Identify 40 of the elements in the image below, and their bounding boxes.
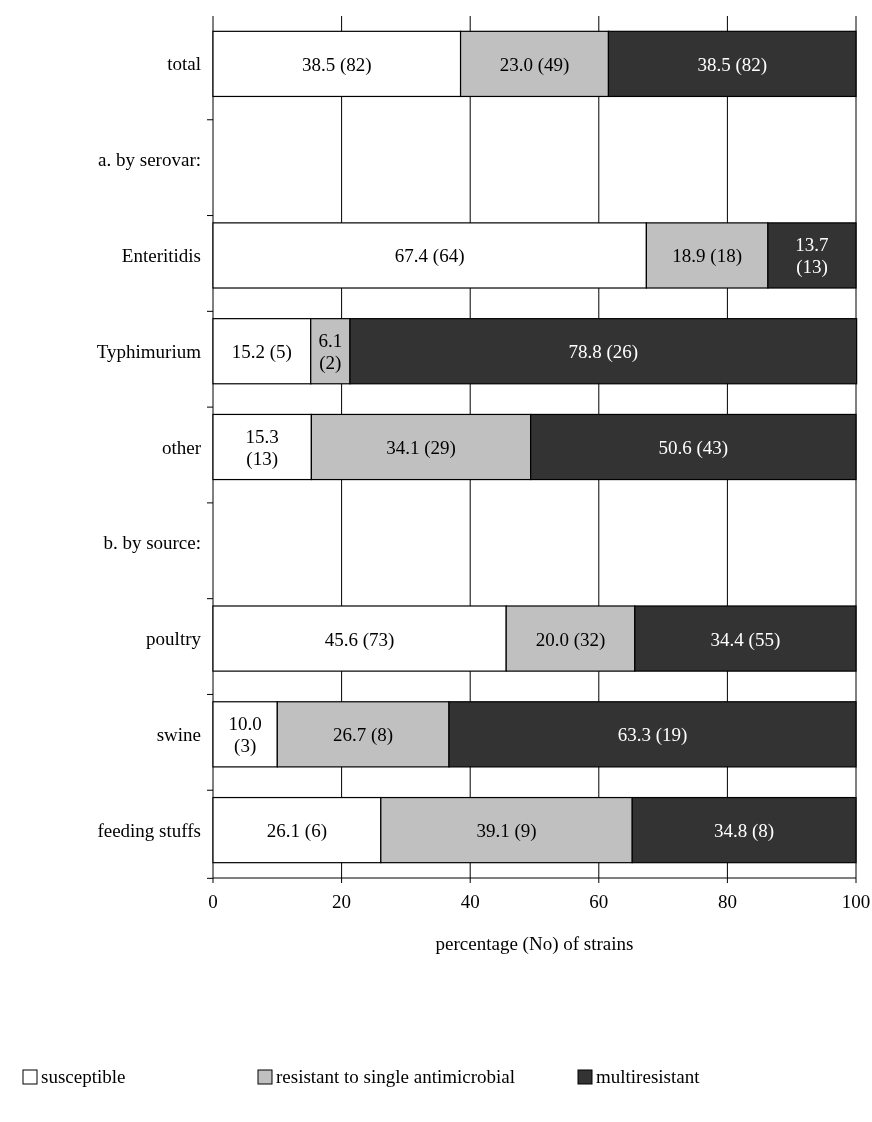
data-label: 34.8 (8): [714, 819, 775, 842]
data-label: 38.5 (82): [301, 53, 372, 76]
data-label: 38.5 (82): [697, 53, 768, 76]
y-tick-label: poultry: [146, 628, 202, 650]
data-label: 26.1 (6): [266, 819, 327, 842]
x-tick-label: 40: [460, 891, 480, 912]
x-axis-title: percentage (No) of strains: [435, 933, 634, 955]
text: a. by serovar:: [98, 149, 201, 171]
y-tick-label: swine: [156, 723, 201, 745]
data-label: 78.8 (26): [568, 340, 639, 363]
legend-label: resistant to single antimicrobial: [276, 1066, 516, 1087]
data-label: 15.3 (13): [245, 425, 279, 470]
x-tick-label: 60: [589, 891, 609, 912]
data-label: 13.7 (13): [795, 233, 829, 278]
data-label: 10.0 (3): [228, 712, 262, 757]
legend-label: multiresistant: [596, 1066, 701, 1087]
y-tick-label: other: [161, 436, 202, 458]
data-label: 15.2 (5): [231, 340, 292, 363]
y-tick-label: total: [167, 53, 201, 75]
data-label: 20.0 (32): [535, 628, 606, 651]
text: b. by source:: [103, 532, 201, 554]
x-tick-label: 80: [717, 891, 737, 912]
legend-label: susceptible: [41, 1066, 126, 1087]
x-tick-label: 100: [841, 891, 871, 912]
y-tick-label: Enteritidis: [121, 244, 201, 266]
data-label: 26.7 (8): [333, 723, 394, 746]
data-label: 23.0 (49): [499, 53, 570, 76]
data-label: 67.4 (64): [394, 244, 465, 267]
data-label: 18.9 (18): [672, 244, 742, 267]
data-label: 45.6 (73): [324, 628, 395, 651]
x-tick-label: 20: [332, 891, 352, 912]
y-tick-label: Typhimurium: [96, 340, 202, 362]
x-tick-label: 0: [208, 891, 218, 912]
y-tick-label: feeding stuffs: [97, 819, 201, 841]
data-label: 39.1 (9): [476, 819, 537, 842]
data-label: 63.3 (19): [617, 723, 688, 746]
data-label: 6.1 (2): [318, 329, 343, 374]
data-label: 34.4 (55): [710, 628, 781, 651]
data-label: 50.6 (43): [658, 436, 729, 459]
data-label: 34.1 (29): [386, 436, 456, 459]
